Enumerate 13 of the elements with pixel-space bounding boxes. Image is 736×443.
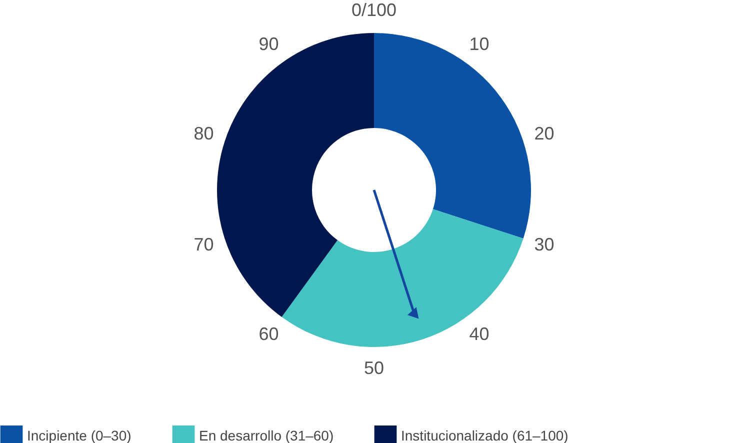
text: 70: [194, 234, 214, 254]
text: 60: [258, 324, 279, 344]
donut-slice: [217, 33, 374, 318]
text: 10: [469, 34, 490, 54]
text: 90: [258, 34, 279, 54]
text: 0/100: [351, 0, 397, 20]
text: 30: [534, 234, 554, 254]
text: 20: [534, 124, 554, 144]
donut-slice: [374, 33, 531, 239]
text: 40: [469, 324, 490, 344]
donut-slice: [282, 209, 524, 347]
text: 80: [194, 124, 214, 144]
text: 50: [364, 358, 384, 378]
